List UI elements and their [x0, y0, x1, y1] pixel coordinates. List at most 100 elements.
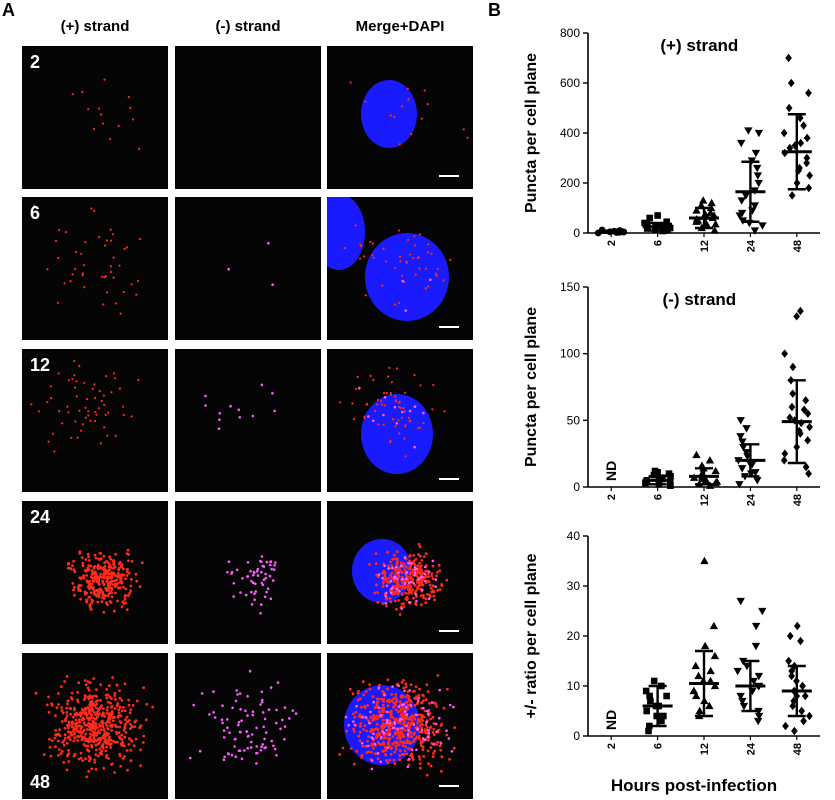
scale-bar — [439, 785, 459, 787]
data-point — [805, 88, 812, 98]
scale-bar — [439, 175, 459, 177]
data-point — [806, 711, 813, 721]
data-point — [787, 78, 795, 88]
data-point — [753, 172, 763, 180]
micrograph-image — [327, 197, 452, 321]
data-point — [800, 121, 807, 130]
data-point — [758, 607, 767, 616]
data-point — [758, 222, 767, 230]
micrograph-tile — [175, 197, 321, 340]
data-point — [647, 697, 654, 705]
data-point — [646, 214, 653, 222]
data-point — [739, 443, 748, 452]
data-point — [651, 225, 659, 233]
scale-bar — [439, 478, 459, 480]
data-point — [791, 726, 798, 736]
data-point — [706, 666, 715, 675]
data-point — [741, 192, 751, 200]
y-axis-label: Puncta per cell plane — [523, 307, 540, 467]
time-point-label: 2 — [30, 52, 41, 72]
x-tick-label: 6 — [653, 240, 665, 246]
x-tick-label: 12 — [699, 240, 711, 252]
y-tick-label: 30 — [567, 579, 581, 593]
micrograph-image — [349, 80, 469, 148]
micrograph-image — [30, 359, 140, 453]
data-point — [806, 171, 814, 180]
data-point — [692, 206, 701, 214]
data-point — [754, 712, 764, 721]
micrograph-tile — [175, 46, 321, 189]
data-point — [785, 53, 792, 63]
data-point — [663, 218, 671, 226]
nucleus-dapi — [361, 80, 417, 148]
data-point — [733, 667, 742, 676]
data-point — [791, 141, 799, 150]
data-point — [754, 129, 764, 138]
micrograph-tile: 12 — [22, 349, 168, 492]
data-point — [707, 198, 716, 207]
data-point — [654, 212, 661, 219]
data-point — [785, 656, 792, 666]
data-point — [799, 681, 806, 691]
nucleus-dapi — [361, 394, 433, 474]
x-tick-label: 48 — [792, 494, 804, 506]
column-header-minus-strand: (-) strand — [215, 18, 281, 35]
data-point — [800, 405, 808, 414]
data-point — [736, 597, 745, 606]
x-tick-label: 2 — [606, 494, 618, 500]
data-point — [738, 697, 747, 706]
chart-title: (-) strand — [663, 290, 737, 309]
y-tick-label: 100 — [560, 347, 580, 361]
data-point — [663, 692, 670, 700]
time-point-label: 48 — [30, 772, 51, 792]
data-point — [744, 127, 753, 135]
data-point — [697, 461, 707, 469]
data-point — [789, 389, 797, 398]
data-point — [736, 692, 745, 701]
data-point — [788, 191, 796, 200]
data-point — [646, 692, 653, 700]
data-point — [751, 622, 761, 631]
micrograph-image — [33, 204, 141, 315]
data-point — [695, 706, 704, 715]
column-header-merge-dapi: Merge+DAPI — [355, 18, 445, 35]
nucleus-dapi — [327, 197, 365, 270]
micrograph-tile: 6 — [22, 197, 168, 340]
nucleus-dapi — [365, 233, 449, 321]
data-point — [781, 349, 789, 358]
y-tick-label: 50 — [567, 413, 581, 427]
data-point — [737, 465, 747, 473]
data-point — [798, 706, 806, 716]
data-point — [737, 197, 746, 205]
time-point-label: 6 — [30, 203, 41, 223]
data-point — [750, 202, 760, 210]
data-point — [782, 721, 789, 731]
data-point — [804, 409, 812, 418]
data-point — [786, 631, 794, 641]
scale-bar — [439, 630, 459, 632]
data-point — [781, 449, 789, 458]
data-point — [710, 681, 720, 690]
micrograph-image — [189, 669, 298, 765]
y-tick-label: 800 — [560, 26, 580, 40]
data-point — [751, 149, 761, 158]
data-point — [738, 438, 747, 446]
y-tick-label: 0 — [573, 729, 580, 743]
data-point — [797, 636, 804, 646]
data-point — [659, 474, 666, 481]
data-point — [751, 642, 761, 651]
micrograph-tile — [175, 501, 321, 644]
micrograph-image — [66, 548, 144, 614]
data-point — [643, 707, 651, 715]
data-point — [736, 433, 745, 441]
scale-bar — [439, 326, 459, 328]
y-tick-label: 40 — [567, 529, 581, 543]
data-point — [793, 312, 801, 321]
data-point — [710, 651, 720, 660]
data-point — [780, 128, 788, 138]
data-point — [699, 196, 708, 204]
data-point — [750, 227, 760, 235]
micrograph-tile — [327, 46, 473, 189]
micrograph-tile: 48 — [22, 653, 168, 799]
